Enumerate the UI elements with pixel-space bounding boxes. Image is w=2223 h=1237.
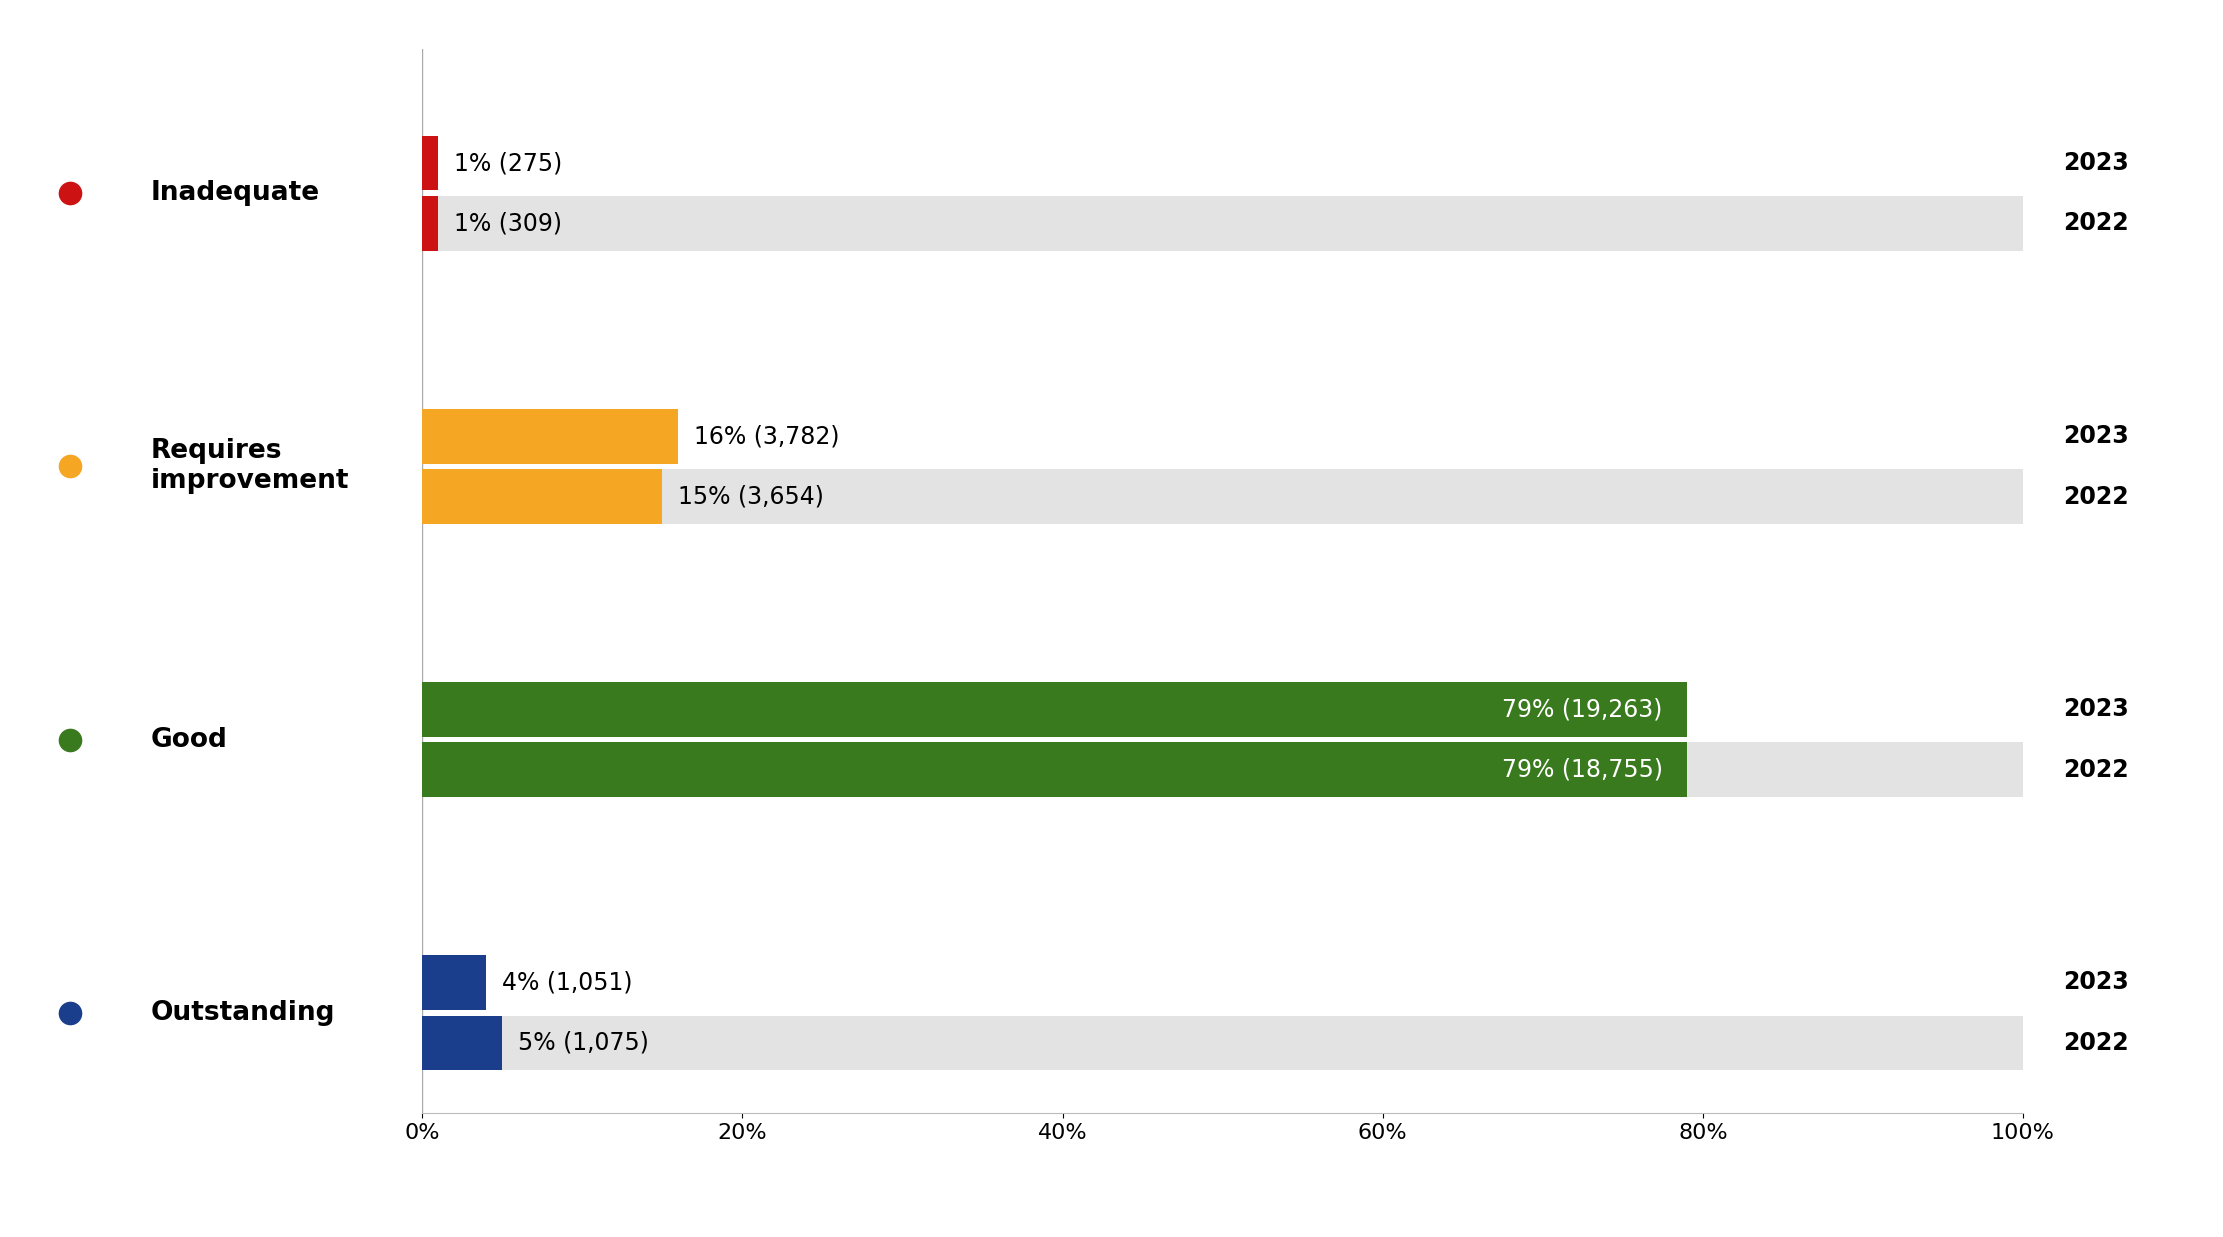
Bar bbox=[422, 742, 2023, 797]
Text: 2022: 2022 bbox=[2063, 485, 2130, 508]
Text: 2022: 2022 bbox=[2063, 1030, 2130, 1055]
Bar bbox=[422, 682, 1687, 737]
Bar bbox=[422, 197, 2023, 251]
Text: 4% (1,051): 4% (1,051) bbox=[502, 971, 634, 995]
Bar bbox=[422, 197, 438, 251]
Text: 79% (18,755): 79% (18,755) bbox=[1503, 758, 1663, 782]
Bar bbox=[422, 1016, 502, 1070]
Text: 79% (19,263): 79% (19,263) bbox=[1503, 698, 1663, 721]
Bar bbox=[422, 469, 662, 524]
Text: Outstanding: Outstanding bbox=[151, 999, 336, 1025]
Text: 2023: 2023 bbox=[2063, 971, 2130, 995]
Text: Requires
improvement: Requires improvement bbox=[151, 438, 349, 495]
Text: 2023: 2023 bbox=[2063, 151, 2130, 176]
Text: 2022: 2022 bbox=[2063, 758, 2130, 782]
Text: 1% (275): 1% (275) bbox=[453, 151, 562, 176]
Text: 2023: 2023 bbox=[2063, 698, 2130, 721]
Text: 16% (3,782): 16% (3,782) bbox=[694, 424, 840, 448]
Text: 2022: 2022 bbox=[2063, 212, 2130, 235]
Bar bbox=[422, 136, 438, 190]
Bar bbox=[422, 409, 678, 464]
Bar bbox=[422, 1016, 2023, 1070]
Text: 5% (1,075): 5% (1,075) bbox=[518, 1030, 649, 1055]
Text: 15% (3,654): 15% (3,654) bbox=[678, 485, 825, 508]
Bar bbox=[422, 742, 1687, 797]
Text: 2023: 2023 bbox=[2063, 424, 2130, 448]
Bar bbox=[422, 469, 2023, 524]
Text: 1% (309): 1% (309) bbox=[453, 212, 562, 235]
Text: Inadequate: Inadequate bbox=[151, 181, 320, 207]
Text: Good: Good bbox=[151, 726, 227, 752]
Bar bbox=[422, 955, 487, 1009]
